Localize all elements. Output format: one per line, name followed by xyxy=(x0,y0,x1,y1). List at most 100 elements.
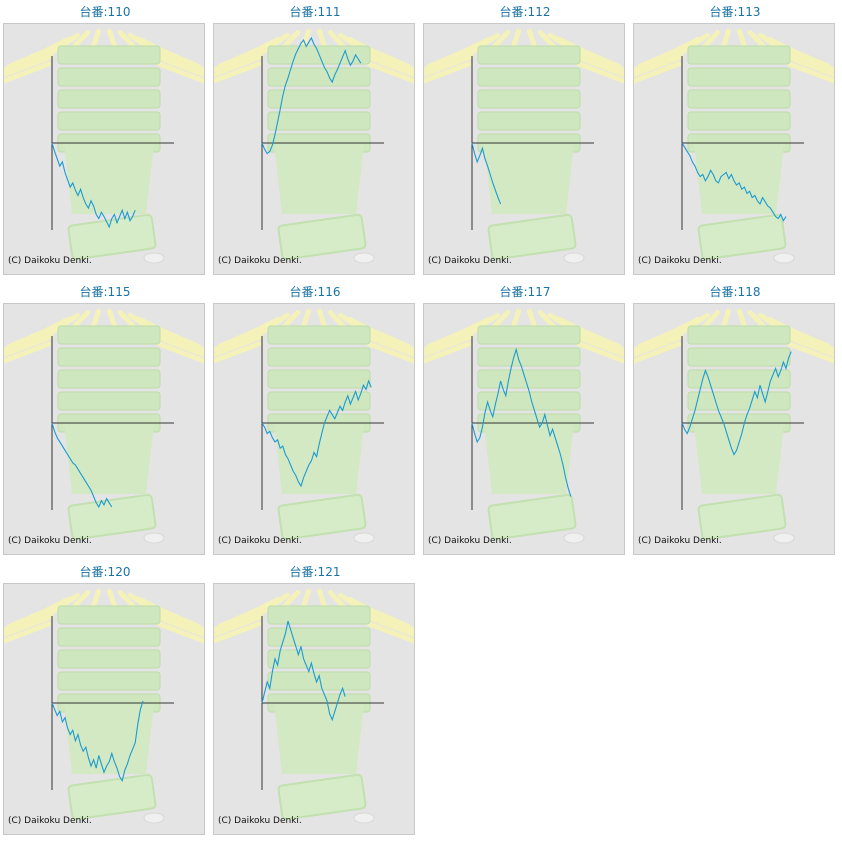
graph-cell[interactable]: 台番:120 (C) Daikoku Denki. xyxy=(0,560,210,836)
sun-ray-decoration xyxy=(767,36,815,64)
machine-number-title[interactable]: 台番:112 xyxy=(499,5,551,19)
slump-graph xyxy=(424,308,624,544)
graph-frame: (C) Daikoku Denki. xyxy=(213,303,415,555)
background-illustration xyxy=(214,28,414,264)
sun-ray-decoration xyxy=(4,621,52,644)
copyright-text: (C) Daikoku Denki. xyxy=(638,536,722,546)
coin-decoration xyxy=(353,812,375,824)
sun-ray-decoration xyxy=(424,341,472,364)
graph-frame: (C) Daikoku Denki. xyxy=(423,303,625,555)
machine-number-title[interactable]: 台番:110 xyxy=(79,5,131,19)
tray-decoration xyxy=(477,347,581,367)
machine-number-title[interactable]: 台番:116 xyxy=(289,285,341,299)
tray-body-decoration xyxy=(64,424,154,494)
copyright-text: (C) Daikoku Denki. xyxy=(428,536,512,546)
sun-ray-decoration xyxy=(4,61,52,84)
slump-graph xyxy=(4,588,204,824)
coin-decoration xyxy=(143,532,165,544)
sun-ray-decoration xyxy=(214,327,268,353)
graph-cell[interactable]: 台番:117 (C) Daikoku Denki. xyxy=(420,280,630,556)
graph-cell[interactable]: 台番:110 (C) Daikoku Denki. xyxy=(0,0,210,276)
tray-decoration xyxy=(57,45,161,65)
sun-ray-decoration xyxy=(156,621,204,644)
sun-ray-decoration xyxy=(424,334,474,358)
machine-number-title[interactable]: 台番:120 xyxy=(79,565,131,579)
tray-decoration xyxy=(57,649,161,669)
copyright-text: (C) Daikoku Denki. xyxy=(218,256,302,266)
tray-decoration xyxy=(267,605,371,625)
sun-ray-decoration xyxy=(347,36,395,64)
graph-cell[interactable]: 台番:116 (C) Daikoku Denki. xyxy=(210,280,420,556)
background-illustration xyxy=(4,308,204,544)
slump-graph xyxy=(4,308,204,544)
tray-decoration xyxy=(687,391,791,411)
tray-body-decoration xyxy=(484,424,574,494)
tray-body-decoration xyxy=(484,144,574,214)
machine-number-title[interactable]: 台番:118 xyxy=(709,285,761,299)
ticket-decoration xyxy=(697,213,787,261)
graph-cell[interactable]: 台番:112 (C) Daikoku Denki. xyxy=(420,0,630,276)
graph-cell[interactable]: 台番:118 (C) Daikoku Denki. xyxy=(630,280,840,556)
ticket-decoration xyxy=(67,773,157,821)
tray-body-decoration xyxy=(274,424,364,494)
machine-number-title[interactable]: 台番:111 xyxy=(289,5,341,19)
tray-body-decoration xyxy=(64,144,154,214)
tray-body-decoration xyxy=(274,144,364,214)
graph-cell[interactable]: 台番:113 (C) Daikoku Denki. xyxy=(630,0,840,276)
ticket-decoration xyxy=(277,773,367,821)
tray-decoration xyxy=(57,89,161,109)
tray-decoration xyxy=(687,369,791,389)
sun-ray-decoration xyxy=(137,36,185,64)
ticket-decoration xyxy=(67,213,157,261)
tray-decoration xyxy=(267,671,371,691)
sun-ray-decoration xyxy=(366,61,414,84)
sun-ray-decoration xyxy=(347,596,395,624)
machine-number-title[interactable]: 台番:121 xyxy=(289,565,341,579)
slump-graph xyxy=(4,28,204,264)
sun-ray-decoration xyxy=(214,61,262,84)
sun-ray-decoration xyxy=(557,36,605,64)
series-line xyxy=(261,379,372,488)
series-line xyxy=(681,351,792,456)
coin-decoration xyxy=(563,532,585,544)
graph-frame: (C) Daikoku Denki. xyxy=(3,583,205,835)
tray-decoration xyxy=(477,45,581,65)
sun-ray-decoration xyxy=(634,61,682,84)
sun-ray-decoration xyxy=(366,621,414,644)
graph-frame: (C) Daikoku Denki. xyxy=(3,23,205,275)
sun-ray-decoration xyxy=(214,47,268,73)
tray-decoration xyxy=(57,111,161,131)
background-illustration xyxy=(634,308,834,544)
graph-frame: (C) Daikoku Denki. xyxy=(633,303,835,555)
series-line xyxy=(471,142,502,205)
tray-decoration xyxy=(687,111,791,131)
coin-decoration xyxy=(773,252,795,264)
tray-decoration xyxy=(477,89,581,109)
series-line xyxy=(681,142,787,222)
tray-decoration xyxy=(267,67,371,87)
graph-cell[interactable]: 台番:121 (C) Daikoku Denki. xyxy=(210,560,420,836)
coin-decoration xyxy=(353,532,375,544)
graph-cell[interactable]: 台番:111 (C) Daikoku Denki. xyxy=(210,0,420,276)
sun-ray-decoration xyxy=(366,341,414,364)
sun-ray-decoration xyxy=(557,316,605,344)
sun-ray-decoration xyxy=(4,614,54,638)
series-line xyxy=(471,347,572,497)
tray-decoration xyxy=(57,347,161,367)
background-illustration xyxy=(424,308,624,544)
sun-ray-decoration xyxy=(214,607,268,633)
sun-ray-decoration xyxy=(424,327,478,353)
graph-cell[interactable]: 台番:115 (C) Daikoku Denki. xyxy=(0,280,210,556)
tray-decoration xyxy=(687,89,791,109)
copyright-text: (C) Daikoku Denki. xyxy=(8,816,92,826)
graph-frame: (C) Daikoku Denki. xyxy=(633,23,835,275)
tray-decoration xyxy=(267,325,371,345)
slump-graph xyxy=(634,308,834,544)
machine-number-title[interactable]: 台番:115 xyxy=(79,285,131,299)
sun-ray-decoration xyxy=(424,47,478,73)
machine-number-title[interactable]: 台番:117 xyxy=(499,285,551,299)
machine-number-title[interactable]: 台番:113 xyxy=(709,5,761,19)
sun-ray-decoration xyxy=(156,61,204,84)
sun-ray-decoration xyxy=(364,614,414,638)
tray-body-decoration xyxy=(694,144,784,214)
